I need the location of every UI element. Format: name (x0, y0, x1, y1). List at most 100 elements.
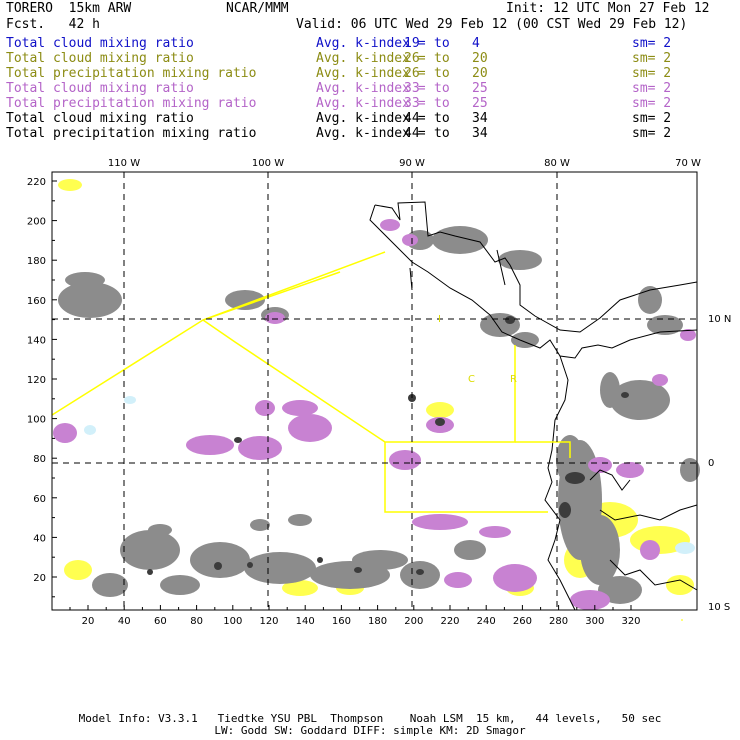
legend-to-word: to (434, 126, 450, 141)
cloud-area (92, 573, 128, 597)
dense-core (317, 557, 323, 563)
x-tick-label: 20 (82, 616, 95, 627)
cloud-area (65, 272, 105, 288)
forecast-hour: Fcst. 42 h (6, 17, 100, 32)
x-tick-label: 220 (440, 616, 459, 627)
cloud-area (288, 514, 312, 526)
map-frame (51, 171, 698, 611)
light-cloud-area (666, 575, 694, 595)
legend-to: 34 (472, 126, 488, 141)
legend-index: Avg. k-index = (316, 36, 426, 51)
cloud-area (148, 524, 172, 536)
x-tick-label: 80 (190, 616, 203, 627)
legend-from: 44 (404, 126, 420, 141)
legend-to: 34 (472, 111, 488, 126)
legend-from: 33 (404, 81, 420, 96)
cloud-area (58, 282, 122, 318)
legend-to: 20 (472, 66, 488, 81)
cyan-cloud-area (84, 425, 96, 435)
region-label: C (468, 374, 475, 385)
cloud-area (580, 515, 620, 585)
legend-index: Avg. k-index = (316, 96, 426, 111)
y-tick-label: 60 (33, 494, 46, 505)
field-layer (53, 179, 700, 621)
precip-area (380, 219, 400, 231)
dense-core (354, 567, 362, 573)
x-tick-label: 160 (332, 616, 351, 627)
cloud-area (638, 286, 662, 314)
dense-core (247, 562, 253, 568)
x-tick-label: 120 (259, 616, 278, 627)
cloud-area (120, 530, 180, 570)
legend-to-word: to (434, 36, 450, 51)
longitude-label: 80 W (544, 158, 570, 169)
dense-core (565, 472, 585, 484)
cyan-cloud-area (675, 542, 695, 554)
light-cloud-area (58, 179, 82, 191)
precip-area (282, 400, 318, 416)
model-info-line: Model Info: V3.3.1 Tiedtke YSU PBL Thomp… (78, 712, 662, 725)
latitude-label: 10 N (708, 314, 731, 325)
precip-area (288, 414, 332, 442)
y-tick-label: 200 (27, 217, 46, 228)
legend-index: Avg. k-index = (316, 126, 426, 141)
dense-core (559, 502, 571, 518)
precip-area (389, 450, 421, 470)
precip-area (570, 590, 610, 610)
latitude-label: 10 S (708, 602, 730, 613)
legend-from: 44 (404, 111, 420, 126)
cloud-area (600, 372, 620, 408)
dense-core (435, 418, 445, 426)
region-label: R (510, 374, 517, 385)
region-label: I (438, 314, 441, 325)
cloud-area (352, 550, 408, 570)
legend-from: 19 (404, 36, 420, 51)
cloud-area (244, 552, 316, 584)
region-boxes (51, 251, 571, 513)
dense-core (505, 316, 515, 324)
precip-area (652, 374, 668, 386)
y-tick-label: 120 (27, 375, 46, 386)
x-tick-label: 140 (296, 616, 315, 627)
precip-area (493, 564, 537, 592)
legend-field: Total cloud mixing ratio (6, 81, 194, 96)
cloud-area (250, 519, 270, 531)
legend-field: Total cloud mixing ratio (6, 111, 194, 126)
cloud-area (160, 575, 200, 595)
legend-from: 26 (404, 51, 420, 66)
legend-sm: sm= 2 (632, 51, 672, 66)
cloud-area (480, 313, 520, 337)
x-tick-label: 280 (549, 616, 568, 627)
y-tick-label: 100 (27, 415, 46, 426)
legend-field: Total precipitation mixing ratio (6, 126, 257, 141)
legend-index: Avg. k-index = (316, 81, 426, 96)
legend-sm: sm= 2 (632, 66, 672, 81)
init-time: Init: 12 UTC Mon 27 Feb 12 (506, 1, 710, 16)
x-tick-label: 240 (477, 616, 496, 627)
cloud-area (454, 540, 486, 560)
precip-area (616, 462, 644, 478)
x-tick-label: 200 (404, 616, 423, 627)
x-tick-label: 60 (154, 616, 167, 627)
light-cloud-area (64, 560, 92, 580)
light-cloud-area (681, 619, 683, 621)
legend-sm: sm= 2 (632, 96, 672, 111)
lat-lon-grid (52, 172, 697, 610)
precip-area (412, 514, 468, 530)
legend-field: Total precipitation mixing ratio (6, 66, 257, 81)
legend-to: 20 (472, 51, 488, 66)
x-tick-label: 40 (118, 616, 131, 627)
legend-sm: sm= 2 (632, 111, 672, 126)
cloud-area (610, 380, 670, 420)
light-cloud-area (282, 580, 318, 596)
y-tick-label: 180 (27, 256, 46, 267)
legend-to-word: to (434, 51, 450, 66)
dense-core (234, 437, 242, 443)
legend-to-word: to (434, 96, 450, 111)
legend-from: 33 (404, 96, 420, 111)
legend-field: Total cloud mixing ratio (6, 51, 194, 66)
dense-core (147, 569, 153, 575)
legend-field: Total cloud mixing ratio (6, 36, 194, 51)
legend-to: 4 (472, 36, 480, 51)
legend-to-word: to (434, 111, 450, 126)
